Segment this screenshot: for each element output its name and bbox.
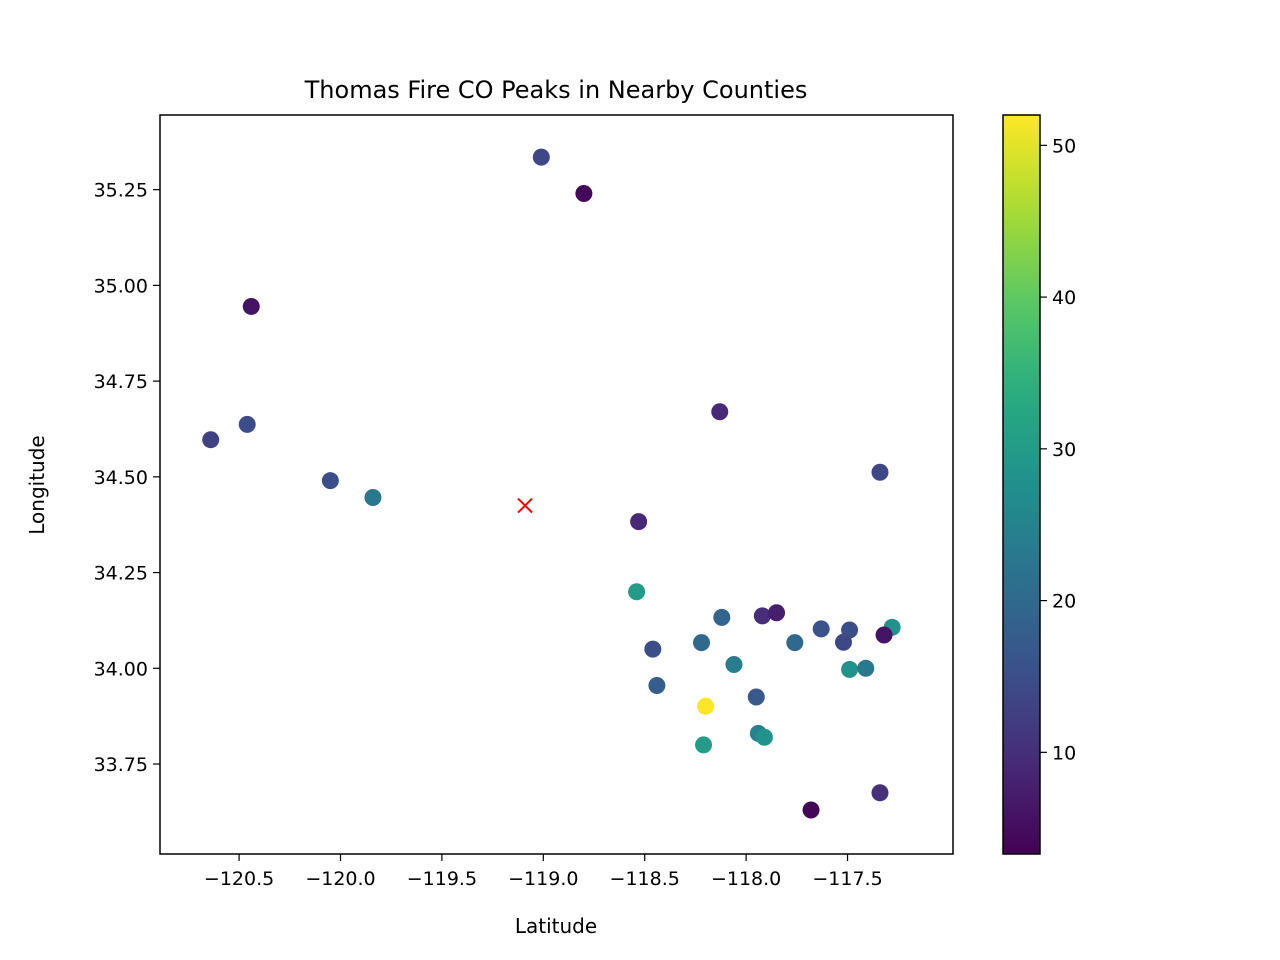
data-point-32 [802, 801, 820, 819]
colorbar-tick-label: 40 [1052, 287, 1076, 309]
data-point-23 [841, 660, 859, 678]
y-axis-label: Longitude [25, 435, 49, 534]
plot-frame [159, 114, 954, 855]
y-tick-label: 35.25 [94, 180, 148, 202]
x-tick-label: −120.0 [305, 868, 375, 890]
data-point-9 [630, 513, 648, 531]
data-point-27 [697, 697, 715, 715]
data-point-5 [238, 415, 256, 433]
data-point-0 [532, 148, 550, 166]
x-tick-label: −120.5 [204, 868, 274, 890]
data-point-18 [693, 634, 711, 652]
data-point-25 [648, 677, 666, 695]
data-point-21 [644, 640, 662, 658]
data-point-19 [834, 633, 852, 651]
x-axis-label: Latitude [515, 914, 597, 938]
y-tick-label: 33.75 [94, 754, 148, 776]
data-point-31 [871, 784, 889, 802]
data-point-6 [321, 472, 339, 490]
data-point-26 [747, 688, 765, 706]
data-point-20 [875, 626, 893, 644]
colorbar: 10 20 30 40 50 [1002, 114, 1076, 855]
data-point-17 [786, 634, 804, 652]
x-tick-label: −118.5 [610, 868, 680, 890]
fire-origin-marker [517, 497, 533, 514]
chart-title: Thomas Fire CO Peaks in Nearby Counties [304, 76, 808, 104]
data-point-22 [725, 655, 743, 673]
x-tick-label: −117.5 [812, 868, 882, 890]
data-point-12 [753, 607, 771, 625]
data-point-11 [713, 608, 731, 626]
colorbar-tick-label: 30 [1052, 439, 1076, 461]
data-point-29 [755, 728, 773, 746]
colorbar-tick-label: 50 [1052, 135, 1076, 157]
data-point-2 [242, 297, 260, 315]
y-axis: 33.75 34.00 34.25 34.50 34.75 35.00 35.25 [94, 180, 160, 776]
x-tick-label: −119.5 [407, 868, 477, 890]
x-tick-label: −118.0 [711, 868, 781, 890]
colorbar-tick-label: 20 [1052, 591, 1076, 613]
data-point-8 [871, 463, 889, 481]
plot-area [202, 148, 901, 819]
data-point-4 [202, 431, 220, 449]
data-point-14 [812, 620, 830, 638]
y-tick-label: 34.75 [94, 371, 148, 393]
y-tick-label: 34.50 [94, 467, 148, 489]
colorbar-frame [1002, 114, 1041, 855]
data-point-30 [695, 736, 713, 754]
x-axis: −120.5 −120.0 −119.5 −119.0 −118.5 −118.0 −117… [204, 854, 883, 890]
data-point-3 [711, 403, 729, 421]
data-point-24 [857, 659, 875, 677]
data-point-10 [628, 583, 646, 601]
y-tick-label: 34.00 [94, 658, 148, 680]
data-point-13 [768, 604, 786, 622]
y-tick-label: 34.25 [94, 563, 148, 585]
y-tick-label: 35.00 [94, 275, 148, 297]
x-tick-label: −119.0 [508, 868, 578, 890]
data-point-7 [364, 489, 382, 507]
colorbar-gradient [1003, 115, 1040, 854]
colorbar-tick-label: 10 [1052, 742, 1076, 764]
data-point-1 [575, 184, 593, 202]
